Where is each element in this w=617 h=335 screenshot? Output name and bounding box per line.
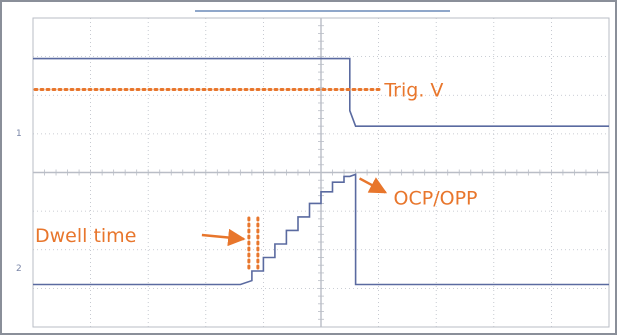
trigger-level-label: Trig. V: [383, 79, 443, 101]
graticule: [32, 17, 610, 328]
voltage-trace: [33, 57, 609, 127]
ocp-opp-label: OCP/OPP: [394, 187, 478, 209]
channel-1-marker: 1: [16, 129, 22, 139]
traces: [33, 57, 609, 286]
annotations: Trig. V OCP/OPP Dwell time: [33, 79, 478, 270]
current-ramp-trace: [33, 173, 609, 286]
dwell-time-arrow: [201, 228, 246, 247]
ocp-opp-arrow: [358, 177, 388, 194]
channel-2-marker: 2: [16, 264, 22, 274]
dwell-time-label: Dwell time: [35, 225, 136, 247]
